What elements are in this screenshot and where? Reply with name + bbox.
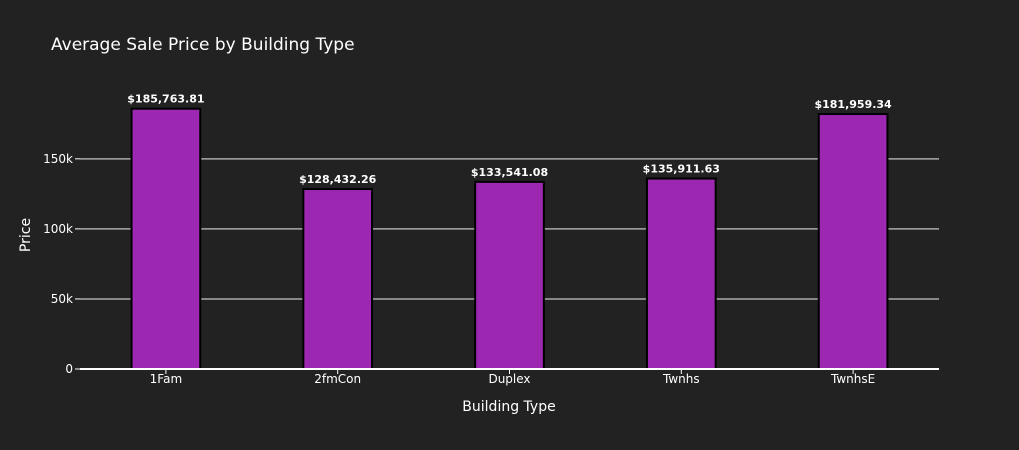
y-axis-ticks: 0 50k 100k 150k	[43, 152, 80, 376]
bar-Twnhs	[645, 177, 717, 370]
x-tick-label: TwnhsE	[830, 372, 875, 386]
bar-value-label: $128,432.26	[299, 173, 377, 186]
x-tick-label: 2fmCon	[314, 372, 361, 386]
y-axis-title: Price	[18, 218, 34, 252]
y-tick-label: 0	[65, 362, 73, 376]
x-axis-ticks: 1Fam 2fmCon Duplex Twnhs TwnhsE	[80, 368, 939, 386]
x-tick-label: Duplex	[488, 372, 530, 386]
bar-2fmCon	[302, 188, 374, 370]
chart-title: Average Sale Price by Building Type	[51, 35, 355, 55]
bar-value-labels: $185,763.81 $128,432.26 $133,541.08 $135,91…	[127, 93, 892, 186]
x-tick-label: 1Fam	[150, 372, 182, 386]
x-axis-title: Building Type	[462, 399, 555, 415]
bar-TwnhsE	[817, 113, 889, 371]
bar-value-label: $185,763.81	[127, 93, 204, 106]
bar-value-label: $133,541.08	[471, 166, 548, 179]
bar-1Fam	[130, 107, 202, 370]
y-tick-label: 50k	[51, 292, 73, 306]
bar-value-label: $181,959.34	[814, 98, 892, 111]
y-tick-label: 100k	[43, 222, 73, 236]
y-tick-label: 150k	[43, 152, 73, 166]
bar-value-label: $135,911.63	[643, 163, 720, 176]
bar-Duplex	[474, 180, 545, 370]
x-tick-label: Twnhs	[662, 372, 700, 386]
bars	[130, 107, 889, 371]
